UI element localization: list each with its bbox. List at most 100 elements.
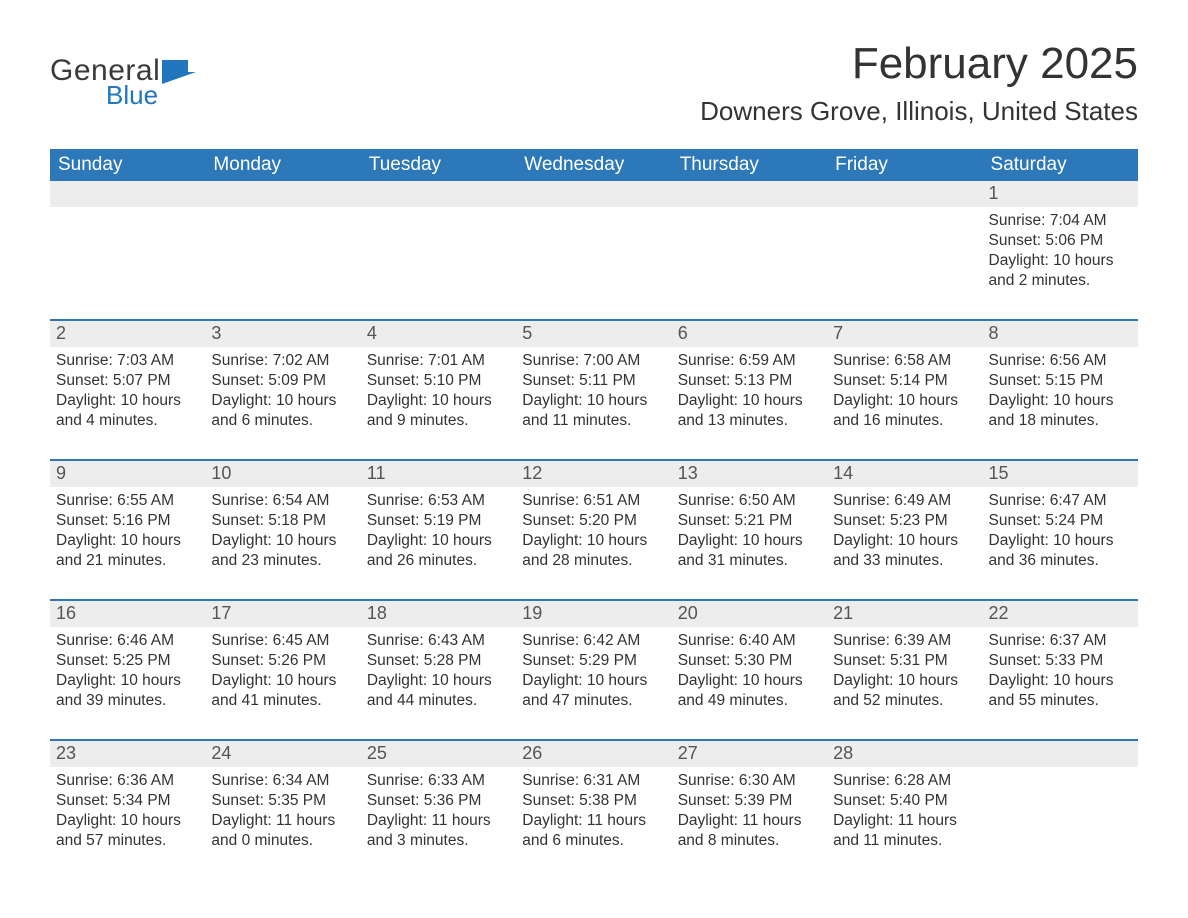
day-number: 12 bbox=[516, 461, 671, 486]
day-number bbox=[827, 181, 982, 206]
day-details: Sunrise: 7:03 AMSunset: 5:07 PMDaylight:… bbox=[50, 347, 205, 440]
day-cell: 24Sunrise: 6:34 AMSunset: 5:35 PMDayligh… bbox=[205, 741, 360, 879]
sunset-text: Sunset: 5:28 PM bbox=[367, 651, 510, 671]
day-number: 6 bbox=[672, 321, 827, 346]
header: General Blue February 2025 Downers Grove… bbox=[50, 40, 1138, 143]
day-cell: 4Sunrise: 7:01 AMSunset: 5:10 PMDaylight… bbox=[361, 321, 516, 459]
sunrise-text: Sunrise: 6:33 AM bbox=[367, 771, 510, 791]
day-number: 17 bbox=[205, 601, 360, 626]
weekday-header: Monday bbox=[205, 149, 360, 181]
day-number: 28 bbox=[827, 741, 982, 766]
sunrise-text: Sunrise: 6:50 AM bbox=[678, 491, 821, 511]
day-cell: 5Sunrise: 7:00 AMSunset: 5:11 PMDaylight… bbox=[516, 321, 671, 459]
day-details: Sunrise: 7:00 AMSunset: 5:11 PMDaylight:… bbox=[516, 347, 671, 440]
day-cell: 9Sunrise: 6:55 AMSunset: 5:16 PMDaylight… bbox=[50, 461, 205, 599]
day-cell: 28Sunrise: 6:28 AMSunset: 5:40 PMDayligh… bbox=[827, 741, 982, 879]
sunrise-text: Sunrise: 7:04 AM bbox=[989, 211, 1132, 231]
weekday-header: Friday bbox=[827, 149, 982, 181]
sunrise-text: Sunrise: 7:02 AM bbox=[211, 351, 354, 371]
day-details: Sunrise: 6:31 AMSunset: 5:38 PMDaylight:… bbox=[516, 767, 671, 860]
sunrise-text: Sunrise: 7:03 AM bbox=[56, 351, 199, 371]
sunset-text: Sunset: 5:07 PM bbox=[56, 371, 199, 391]
sunrise-text: Sunrise: 6:31 AM bbox=[522, 771, 665, 791]
day-cell: 1Sunrise: 7:04 AMSunset: 5:06 PMDaylight… bbox=[983, 181, 1138, 319]
day-number: 11 bbox=[361, 461, 516, 486]
day-details: Sunrise: 7:04 AMSunset: 5:06 PMDaylight:… bbox=[983, 207, 1138, 300]
daylight-text: Daylight: 10 hours and 49 minutes. bbox=[678, 671, 821, 711]
day-number: 8 bbox=[983, 321, 1138, 346]
sunrise-text: Sunrise: 7:00 AM bbox=[522, 351, 665, 371]
sunrise-text: Sunrise: 6:39 AM bbox=[833, 631, 976, 651]
day-details: Sunrise: 6:50 AMSunset: 5:21 PMDaylight:… bbox=[672, 487, 827, 580]
day-number: 13 bbox=[672, 461, 827, 486]
day-number: 24 bbox=[205, 741, 360, 766]
day-number: 20 bbox=[672, 601, 827, 626]
daylight-text: Daylight: 10 hours and 57 minutes. bbox=[56, 811, 199, 851]
daylight-text: Daylight: 10 hours and 44 minutes. bbox=[367, 671, 510, 711]
month-title: February 2025 bbox=[700, 40, 1138, 88]
daylight-text: Daylight: 10 hours and 11 minutes. bbox=[522, 391, 665, 431]
day-number bbox=[205, 181, 360, 206]
day-cell: 20Sunrise: 6:40 AMSunset: 5:30 PMDayligh… bbox=[672, 601, 827, 739]
sunset-text: Sunset: 5:36 PM bbox=[367, 791, 510, 811]
day-cell: 26Sunrise: 6:31 AMSunset: 5:38 PMDayligh… bbox=[516, 741, 671, 879]
daylight-text: Daylight: 10 hours and 6 minutes. bbox=[211, 391, 354, 431]
day-number: 9 bbox=[50, 461, 205, 486]
day-cell bbox=[516, 181, 671, 319]
daylight-text: Daylight: 10 hours and 21 minutes. bbox=[56, 531, 199, 571]
daylight-text: Daylight: 10 hours and 26 minutes. bbox=[367, 531, 510, 571]
day-number: 25 bbox=[361, 741, 516, 766]
daylight-text: Daylight: 10 hours and 28 minutes. bbox=[522, 531, 665, 571]
sunrise-text: Sunrise: 6:54 AM bbox=[211, 491, 354, 511]
day-number bbox=[983, 741, 1138, 766]
day-cell: 8Sunrise: 6:56 AMSunset: 5:15 PMDaylight… bbox=[983, 321, 1138, 459]
daylight-text: Daylight: 10 hours and 23 minutes. bbox=[211, 531, 354, 571]
day-details: Sunrise: 6:55 AMSunset: 5:16 PMDaylight:… bbox=[50, 487, 205, 580]
weekday-header: Thursday bbox=[672, 149, 827, 181]
day-details: Sunrise: 6:34 AMSunset: 5:35 PMDaylight:… bbox=[205, 767, 360, 860]
day-details: Sunrise: 6:54 AMSunset: 5:18 PMDaylight:… bbox=[205, 487, 360, 580]
daylight-text: Daylight: 10 hours and 33 minutes. bbox=[833, 531, 976, 571]
weekday-header: Saturday bbox=[983, 149, 1138, 181]
day-cell: 17Sunrise: 6:45 AMSunset: 5:26 PMDayligh… bbox=[205, 601, 360, 739]
weekday-header: Wednesday bbox=[516, 149, 671, 181]
week-row: 16Sunrise: 6:46 AMSunset: 5:25 PMDayligh… bbox=[50, 599, 1138, 739]
day-cell bbox=[205, 181, 360, 319]
daylight-text: Daylight: 10 hours and 13 minutes. bbox=[678, 391, 821, 431]
daylight-text: Daylight: 11 hours and 11 minutes. bbox=[833, 811, 976, 851]
day-number: 3 bbox=[205, 321, 360, 346]
sunrise-text: Sunrise: 6:49 AM bbox=[833, 491, 976, 511]
day-number bbox=[361, 181, 516, 206]
day-number: 4 bbox=[361, 321, 516, 346]
flag-icon bbox=[162, 60, 196, 91]
day-cell: 12Sunrise: 6:51 AMSunset: 5:20 PMDayligh… bbox=[516, 461, 671, 599]
calendar: SundayMondayTuesdayWednesdayThursdayFrid… bbox=[50, 149, 1138, 879]
sunset-text: Sunset: 5:31 PM bbox=[833, 651, 976, 671]
daylight-text: Daylight: 10 hours and 18 minutes. bbox=[989, 391, 1132, 431]
sunrise-text: Sunrise: 6:59 AM bbox=[678, 351, 821, 371]
sunset-text: Sunset: 5:16 PM bbox=[56, 511, 199, 531]
day-details: Sunrise: 6:39 AMSunset: 5:31 PMDaylight:… bbox=[827, 627, 982, 720]
sunrise-text: Sunrise: 6:40 AM bbox=[678, 631, 821, 651]
sunrise-text: Sunrise: 6:37 AM bbox=[989, 631, 1132, 651]
day-number: 22 bbox=[983, 601, 1138, 626]
daylight-text: Daylight: 10 hours and 52 minutes. bbox=[833, 671, 976, 711]
day-number: 1 bbox=[983, 181, 1138, 206]
day-cell: 19Sunrise: 6:42 AMSunset: 5:29 PMDayligh… bbox=[516, 601, 671, 739]
week-row: 23Sunrise: 6:36 AMSunset: 5:34 PMDayligh… bbox=[50, 739, 1138, 879]
day-cell: 27Sunrise: 6:30 AMSunset: 5:39 PMDayligh… bbox=[672, 741, 827, 879]
sunrise-text: Sunrise: 6:45 AM bbox=[211, 631, 354, 651]
week-row: 2Sunrise: 7:03 AMSunset: 5:07 PMDaylight… bbox=[50, 319, 1138, 459]
day-cell bbox=[827, 181, 982, 319]
day-number: 23 bbox=[50, 741, 205, 766]
sunset-text: Sunset: 5:19 PM bbox=[367, 511, 510, 531]
day-cell: 11Sunrise: 6:53 AMSunset: 5:19 PMDayligh… bbox=[361, 461, 516, 599]
sunrise-text: Sunrise: 6:47 AM bbox=[989, 491, 1132, 511]
logo-text: General Blue bbox=[50, 56, 160, 108]
day-cell: 2Sunrise: 7:03 AMSunset: 5:07 PMDaylight… bbox=[50, 321, 205, 459]
day-cell: 6Sunrise: 6:59 AMSunset: 5:13 PMDaylight… bbox=[672, 321, 827, 459]
daylight-text: Daylight: 11 hours and 3 minutes. bbox=[367, 811, 510, 851]
sunset-text: Sunset: 5:23 PM bbox=[833, 511, 976, 531]
day-cell: 13Sunrise: 6:50 AMSunset: 5:21 PMDayligh… bbox=[672, 461, 827, 599]
sunset-text: Sunset: 5:14 PM bbox=[833, 371, 976, 391]
